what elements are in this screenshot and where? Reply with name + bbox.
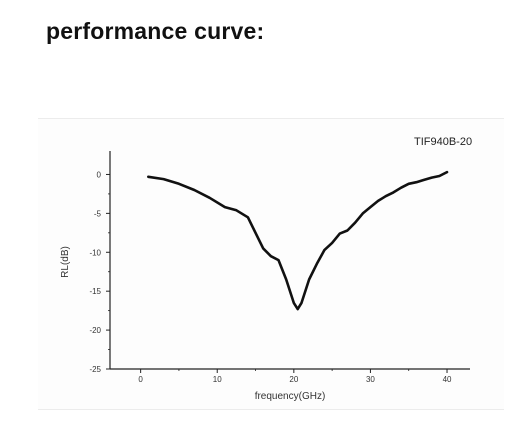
x-tick-label: 20 [289,375,298,384]
page-title: performance curve: [46,18,265,44]
chart-panel: 0 -5 -10 -15 -20 -25 0 10 20 30 40 frequency(GHz) … [38,118,504,410]
rl-chart: 0-5-10-15-20-250 10 20 30 40 frequency(GHz) … [60,136,472,402]
y-tick-label: -10 [89,248,101,257]
chart-series [147,170,449,311]
x-tick-label: 10 [213,375,222,384]
rl-series-line [147,170,449,311]
y-axis-label: RL(dB) [60,246,71,278]
x-axis-label: frequency(GHz) [255,391,326,402]
model-annotation: TIF940B-20 [414,136,472,148]
x-tick-label: 0 [138,375,143,384]
chart-ticks: 0 -5 -10 -15 -20 -25 0 10 20 30 40 [89,170,452,384]
y-tick-label: -25 [89,365,101,374]
y-tick-label: -15 [89,287,101,296]
y-tick-label: -20 [89,326,101,335]
y-tick-label: 0 [97,170,102,179]
x-tick-label: 30 [366,375,375,384]
y-tick-label: -5 [94,209,102,218]
chart-axes [109,151,470,370]
x-tick-label: 40 [443,375,452,384]
